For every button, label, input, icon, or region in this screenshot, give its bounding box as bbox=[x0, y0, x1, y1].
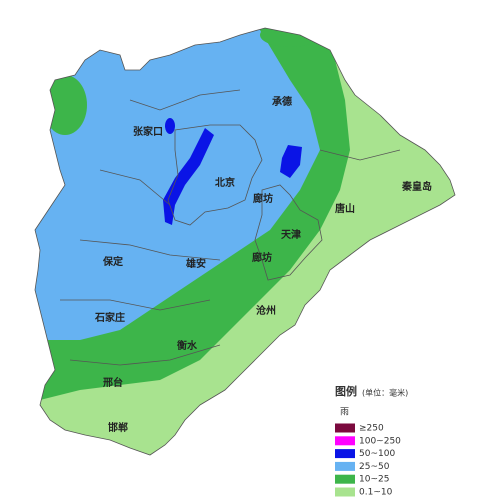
city-label: 石家庄 bbox=[94, 311, 125, 324]
city-label: 唐山 bbox=[335, 202, 355, 215]
legend-unit: (单位：毫米) bbox=[362, 388, 408, 398]
legend-swatch bbox=[335, 436, 355, 446]
legend-subtitle: 雨 bbox=[340, 407, 349, 418]
city-label: 秦皇岛 bbox=[401, 180, 432, 193]
beijing-border bbox=[167, 124, 263, 226]
legend-swatch bbox=[335, 423, 355, 433]
zone-storm bbox=[165, 118, 175, 134]
city-label: 邯郸 bbox=[108, 421, 128, 434]
legend-label: 25~50 bbox=[359, 462, 390, 472]
zone-storm bbox=[280, 145, 302, 178]
legend-label: 10~25 bbox=[359, 475, 389, 485]
city-label: 雄安 bbox=[185, 257, 206, 270]
city-label: 北京 bbox=[215, 176, 235, 189]
city-label: 沧州 bbox=[256, 304, 276, 317]
legend-label: 100~250 bbox=[359, 436, 401, 446]
legend-swatch bbox=[335, 449, 355, 459]
zone-storm bbox=[163, 128, 214, 225]
legend-items: ≥250 100~250 50~100 25~50 10~25 0.1~10 bbox=[335, 423, 401, 498]
city-label: 承德 bbox=[272, 95, 292, 108]
legend-swatch bbox=[335, 487, 355, 497]
region-borders bbox=[60, 89, 401, 366]
city-label: 邢台 bbox=[102, 376, 123, 389]
legend-label: ≥250 bbox=[359, 424, 384, 434]
tianjin-border bbox=[254, 184, 323, 281]
legend-label: 0.1~10 bbox=[359, 488, 393, 498]
city-label: 天津 bbox=[281, 228, 301, 241]
legend-swatch bbox=[335, 474, 355, 484]
city-label: 保定 bbox=[102, 255, 123, 268]
legend-swatch bbox=[335, 461, 355, 471]
city-label: 廊坊 bbox=[252, 251, 272, 264]
legend-label: 50~100 bbox=[359, 449, 395, 459]
city-label: 廊坊 bbox=[253, 192, 273, 205]
zone-moderate bbox=[43, 75, 87, 135]
city-label: 张家口 bbox=[133, 125, 163, 138]
zone-moderate bbox=[260, 28, 320, 47]
legend: 图例 (单位：毫米) 雨 ≥250 100~250 50~100 25~50 10~25… bbox=[335, 384, 408, 498]
city-label: 衡水 bbox=[177, 339, 198, 352]
legend-title: 图例 bbox=[335, 384, 357, 398]
